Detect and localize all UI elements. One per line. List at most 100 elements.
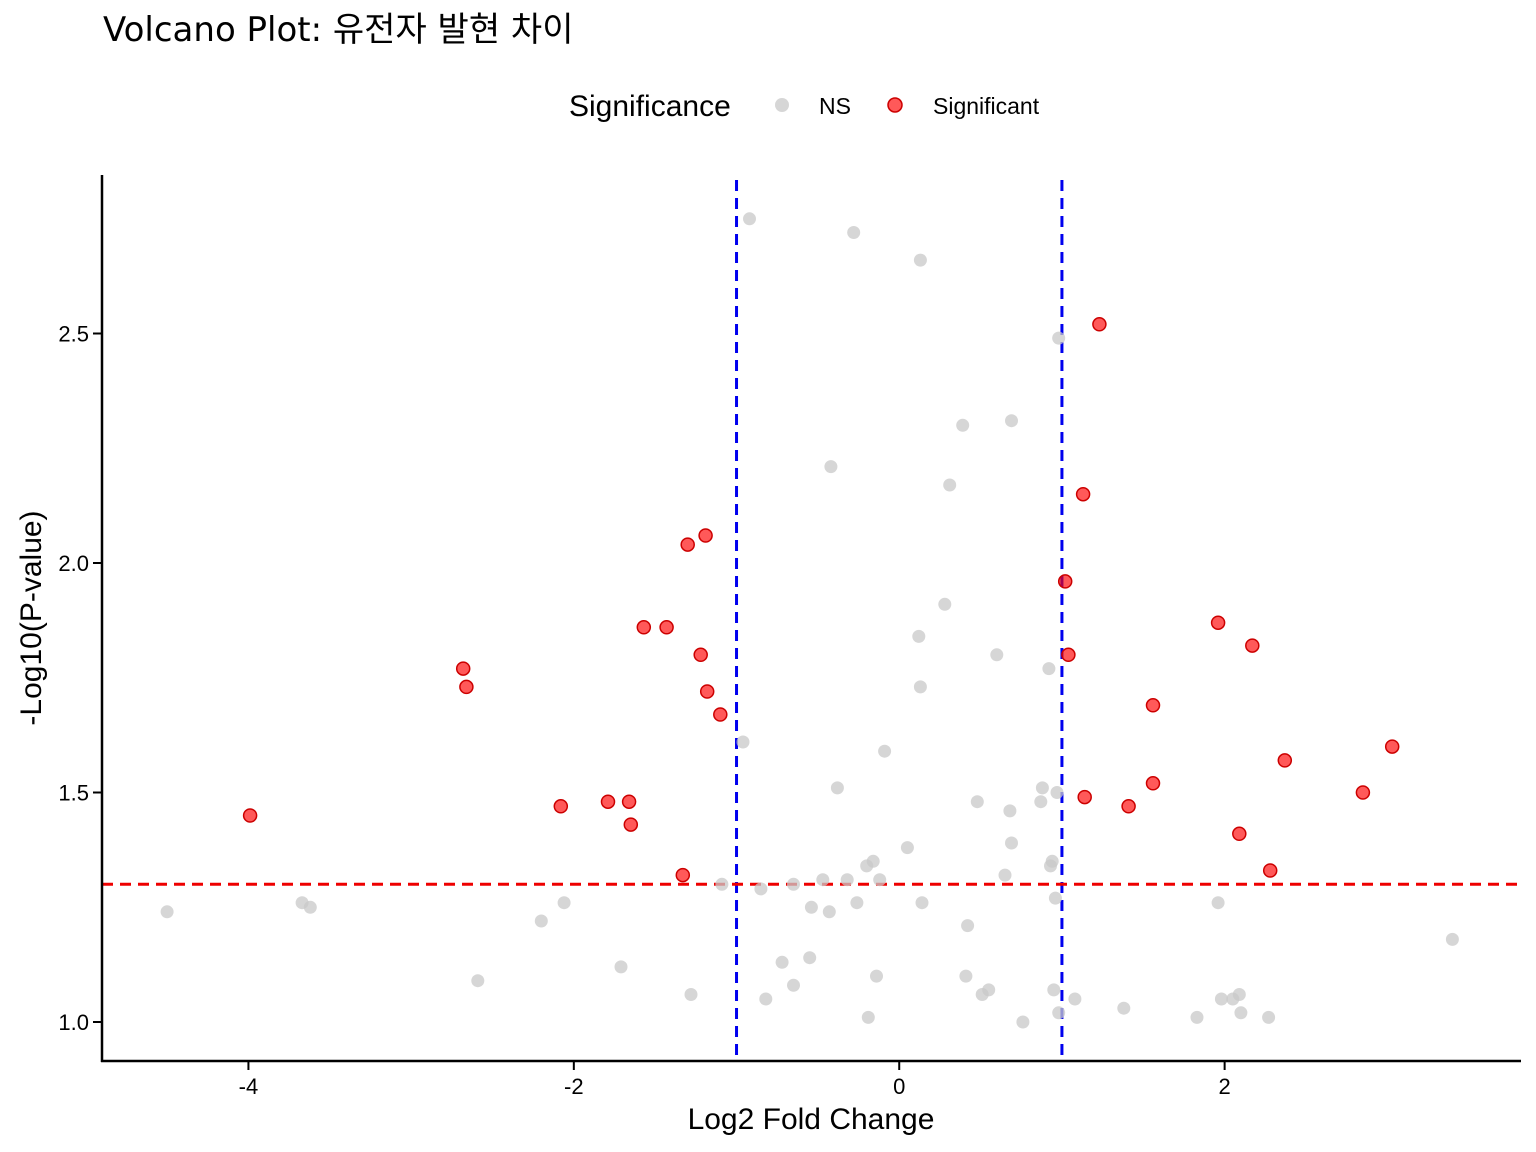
ns-point-19 <box>1034 795 1048 809</box>
ns-point-22 <box>900 841 914 855</box>
ns-point-0 <box>743 212 756 226</box>
legend-ns-marker <box>775 98 789 112</box>
ns-point-4 <box>1005 414 1018 428</box>
ns-point-24 <box>860 859 874 873</box>
ns-point-35 <box>850 896 864 910</box>
x-axis-label: Log2 Fold Change <box>688 1103 935 1136</box>
ns-point-8 <box>938 597 952 611</box>
ns-point-48 <box>775 955 789 969</box>
significant-point-17 <box>1277 753 1293 768</box>
ns-point-58 <box>684 988 698 1001</box>
ns-point-3 <box>1052 331 1066 345</box>
x-tick-label-2: 0 <box>893 1074 905 1099</box>
x-axis-ticks: -4 -2 0 2 <box>239 1061 1231 1099</box>
data-points <box>160 212 1459 1029</box>
significant-point-11 <box>455 661 471 676</box>
significant-point-0 <box>1092 317 1107 332</box>
significant-point-10 <box>1061 647 1076 663</box>
legend-significant-marker <box>887 97 903 113</box>
ns-point-15 <box>830 781 844 795</box>
ns-point-14 <box>878 744 892 758</box>
significant-point-26 <box>623 817 639 832</box>
ns-point-33 <box>754 882 768 896</box>
ns-point-5 <box>956 418 970 432</box>
ns-point-61 <box>1214 992 1228 1006</box>
ns-point-2 <box>913 253 927 267</box>
significant-point-7 <box>659 620 674 635</box>
significant-point-24 <box>1121 799 1136 814</box>
ns-point-46 <box>1445 932 1459 946</box>
ns-point-17 <box>1050 786 1064 799</box>
significant-point-19 <box>1355 785 1371 800</box>
legend-title: Significance <box>569 90 731 123</box>
ns-point-30 <box>816 873 830 887</box>
ns-point-59 <box>1226 992 1240 1006</box>
ns-point-34 <box>1048 891 1062 905</box>
ns-point-69 <box>1016 1015 1030 1029</box>
x-tick-label-0: -4 <box>239 1074 259 1099</box>
y-tick-label-1: 1.5 <box>58 781 89 806</box>
legend-ns-label: NS <box>819 93 851 119</box>
ns-point-49 <box>614 960 628 974</box>
ns-point-38 <box>822 905 836 919</box>
significant-point-25 <box>242 808 258 823</box>
legend: Significance NS Significant <box>569 90 1040 123</box>
x-tick-label-3: 2 <box>1219 1074 1231 1099</box>
ns-point-68 <box>861 1010 875 1024</box>
y-tick-label-0: 1.0 <box>58 1010 89 1035</box>
ns-point-18 <box>970 795 984 809</box>
ns-point-47 <box>803 951 817 965</box>
ns-point-7 <box>943 478 957 492</box>
ns-point-66 <box>1190 1010 1204 1024</box>
significant-point-22 <box>621 794 637 809</box>
y-tick-label-3: 2.5 <box>58 322 89 347</box>
ns-point-50 <box>870 969 883 983</box>
significant-point-16 <box>1384 739 1400 754</box>
ns-point-32 <box>715 877 729 891</box>
y-tick-label-2: 2.0 <box>58 551 89 576</box>
significant-point-5 <box>1210 615 1226 630</box>
ns-point-28 <box>998 868 1012 882</box>
ns-point-37 <box>804 900 818 914</box>
ns-point-62 <box>1068 992 1082 1006</box>
significant-point-12 <box>459 679 474 695</box>
ns-point-45 <box>961 919 975 933</box>
ns-point-42 <box>557 896 571 910</box>
ns-point-1 <box>847 226 861 239</box>
significant-point-2 <box>698 528 713 543</box>
ns-point-11 <box>1042 662 1056 676</box>
significant-point-18 <box>1145 776 1161 791</box>
significant-point-4 <box>1057 574 1073 589</box>
ns-point-64 <box>1234 1006 1248 1020</box>
ns-point-43 <box>160 905 174 919</box>
y-axis-label: -Log10(P-value) <box>15 510 48 725</box>
ns-point-56 <box>975 988 989 1001</box>
significant-point-3 <box>680 537 695 552</box>
ns-point-16 <box>1035 781 1049 795</box>
ns-point-53 <box>787 978 800 992</box>
significant-point-1 <box>1075 486 1091 502</box>
ns-point-63 <box>1117 1001 1131 1015</box>
ns-point-67 <box>1262 1010 1276 1024</box>
reference-lines <box>102 180 1521 1061</box>
significant-point-13 <box>699 684 715 699</box>
legend-significant-label: Significant <box>933 93 1040 119</box>
y-axis-ticks: 1.0 1.5 2.0 2.5 <box>58 322 102 1035</box>
ns-point-10 <box>990 648 1004 662</box>
significant-point-23 <box>553 799 569 814</box>
significant-point-8 <box>1245 638 1260 653</box>
ns-point-54 <box>1047 983 1061 997</box>
significant-point-9 <box>693 647 708 663</box>
significant-point-28 <box>675 867 691 883</box>
ns-point-41 <box>303 900 317 914</box>
ns-point-26 <box>1044 859 1057 873</box>
ns-point-51 <box>959 969 973 983</box>
x-tick-label-1: -2 <box>564 1074 584 1099</box>
ns-point-65 <box>1052 1006 1066 1020</box>
chart-title: Volcano Plot: 유전자 발현 차이 <box>103 10 573 50</box>
ns-point-20 <box>1003 804 1017 818</box>
ns-point-27 <box>873 873 887 887</box>
significant-point-29 <box>1262 863 1278 878</box>
significant-point-15 <box>713 707 728 722</box>
